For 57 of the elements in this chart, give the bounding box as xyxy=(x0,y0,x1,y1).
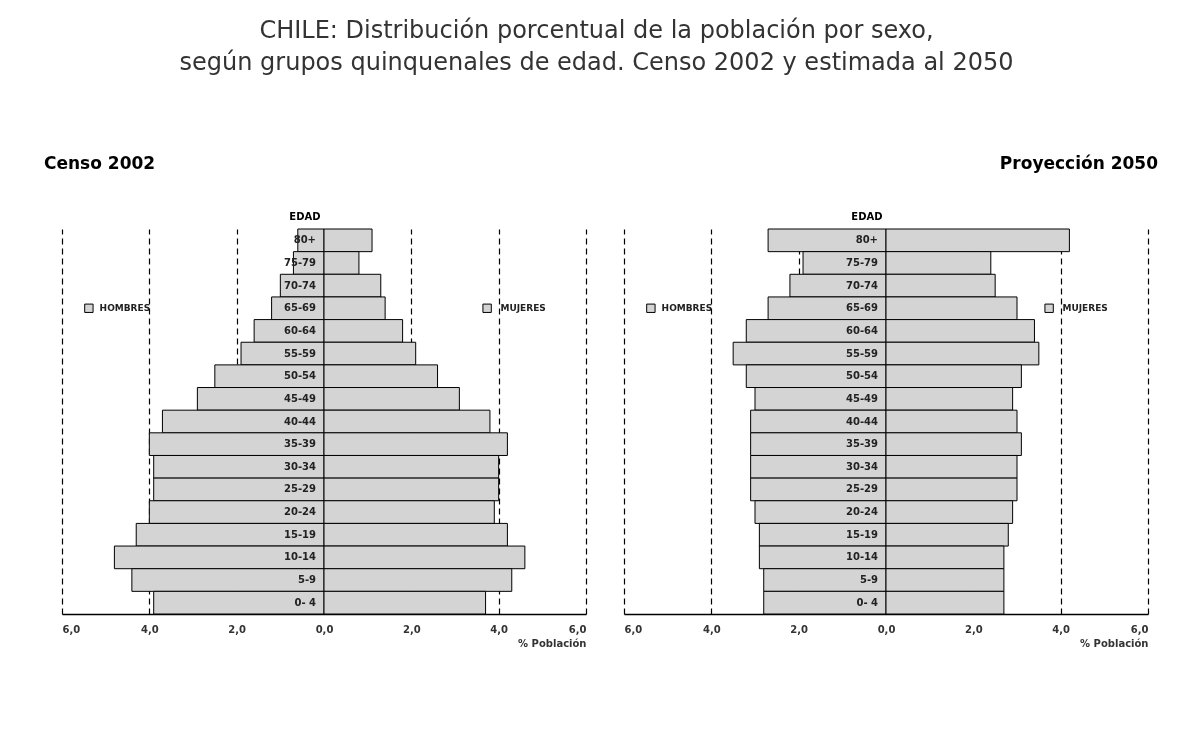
y-tick-label: 25-29 xyxy=(846,483,879,495)
y-tick-label: 0- 4 xyxy=(856,596,879,608)
y-tick-label: 15-19 xyxy=(284,528,317,540)
x-tick-label: 4,0 xyxy=(490,623,509,635)
legend-label: HOMBRES xyxy=(99,303,151,314)
y-tick-label: 40-44 xyxy=(284,415,317,427)
chart-subtitle: Proyección 2050 xyxy=(999,153,1159,173)
y-tick-label: 25-29 xyxy=(284,483,317,495)
y-tick-label: 5-9 xyxy=(859,574,879,586)
legend-label: MUJERES xyxy=(1062,303,1108,314)
y-tick-label: 10-14 xyxy=(284,551,317,563)
y-tick-label: 45-49 xyxy=(846,392,879,404)
y-tick-label: 80+ xyxy=(855,234,878,246)
x-tick-label: 4,0 xyxy=(140,623,159,635)
x-tick-label: 6,0 xyxy=(1130,623,1149,635)
chart-subtitle: Censo 2002 xyxy=(44,153,156,173)
x-axis-title: % Población xyxy=(1080,637,1149,649)
y-tick-label: 75-79 xyxy=(846,256,879,268)
y-tick-label: 30-34 xyxy=(846,460,879,472)
x-axis-title: % Población xyxy=(518,637,587,649)
y-tick-label: 55-59 xyxy=(284,347,317,359)
y-axis-title: EDAD xyxy=(851,210,883,222)
y-axis-title: EDAD xyxy=(289,210,321,222)
y-tick-label: 20-24 xyxy=(846,506,879,518)
y-tick-label: 70-74 xyxy=(846,279,879,291)
legend-label: MUJERES xyxy=(500,303,546,314)
x-tick-label: 2,0 xyxy=(228,623,247,635)
y-tick-label: 45-49 xyxy=(284,392,317,404)
x-tick-label: 0,0 xyxy=(877,623,896,635)
y-tick-label: 65-69 xyxy=(284,302,317,314)
y-tick-label: 35-39 xyxy=(284,438,317,450)
legend-label: HOMBRES xyxy=(661,303,713,314)
y-tick-label: 30-34 xyxy=(284,460,317,472)
x-tick-label: 0,0 xyxy=(315,623,334,635)
y-tick-label: 15-19 xyxy=(846,528,879,540)
y-tick-label: 10-14 xyxy=(846,551,879,563)
x-tick-label: 2,0 xyxy=(402,623,421,635)
y-tick-label: 50-54 xyxy=(284,370,317,382)
x-tick-label: 4,0 xyxy=(1052,623,1071,635)
y-tick-label: 0- 4 xyxy=(294,596,317,608)
y-tick-label: 50-54 xyxy=(846,370,879,382)
y-tick-label: 60-64 xyxy=(284,324,317,336)
y-tick-label: 20-24 xyxy=(284,506,317,518)
y-tick-label: 35-39 xyxy=(846,438,879,450)
x-tick-label: 6,0 xyxy=(62,623,81,635)
x-tick-label: 4,0 xyxy=(702,623,721,635)
y-tick-label: 55-59 xyxy=(846,347,879,359)
y-tick-label: 5-9 xyxy=(297,574,317,586)
y-tick-label: 60-64 xyxy=(846,324,879,336)
x-tick-label: 6,0 xyxy=(568,623,587,635)
y-tick-label: 40-44 xyxy=(846,415,879,427)
x-tick-label: 6,0 xyxy=(624,623,643,635)
y-tick-label: 65-69 xyxy=(846,302,879,314)
x-tick-label: 2,0 xyxy=(790,623,809,635)
chart-title: CHILE: Distribución porcentual de la población por sexo, según grupos quinquenales de edad. Censo 2002 y estimada al 2050 xyxy=(178,15,1015,79)
x-tick-label: 2,0 xyxy=(964,623,983,635)
y-tick-label: 70-74 xyxy=(284,279,317,291)
